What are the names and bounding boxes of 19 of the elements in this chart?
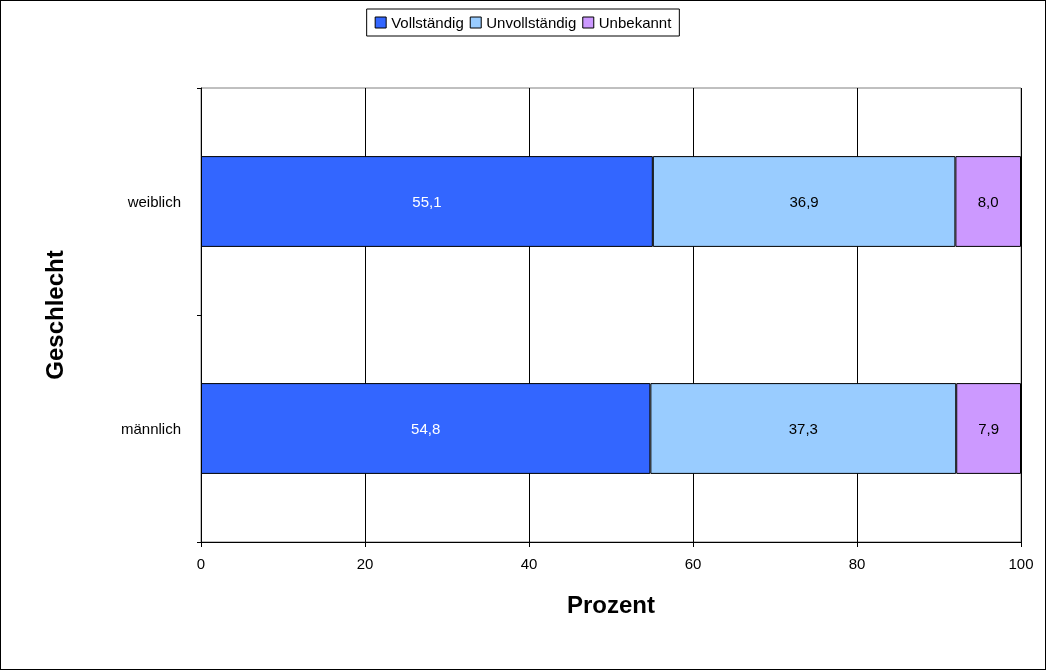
data-label: 54,8 (411, 420, 441, 437)
legend-label: Unbekannt (598, 14, 673, 31)
x-tick-label: 60 (684, 555, 702, 572)
x-tick-label: 40 (520, 555, 538, 572)
x-axis-title: Prozent (566, 590, 656, 618)
data-label: 7,9 (978, 420, 1000, 437)
legend-label: Vollständig (391, 14, 464, 31)
data-label: 8,0 (977, 193, 999, 210)
data-label: 55,1 (412, 193, 442, 210)
y-tick-label: männlich (120, 420, 181, 437)
x-tick-label: 100 (1008, 555, 1034, 572)
x-tick-label: 80 (848, 555, 866, 572)
x-tick-label: 20 (356, 555, 374, 572)
data-label: 36,9 (789, 193, 819, 210)
data-label: 37,3 (788, 420, 818, 437)
legend-label: Unvollständig (486, 14, 577, 31)
y-tick-label: weiblich (126, 193, 181, 210)
y-axis-title: Geschlecht (40, 250, 68, 380)
x-tick-label: 0 (196, 555, 206, 572)
